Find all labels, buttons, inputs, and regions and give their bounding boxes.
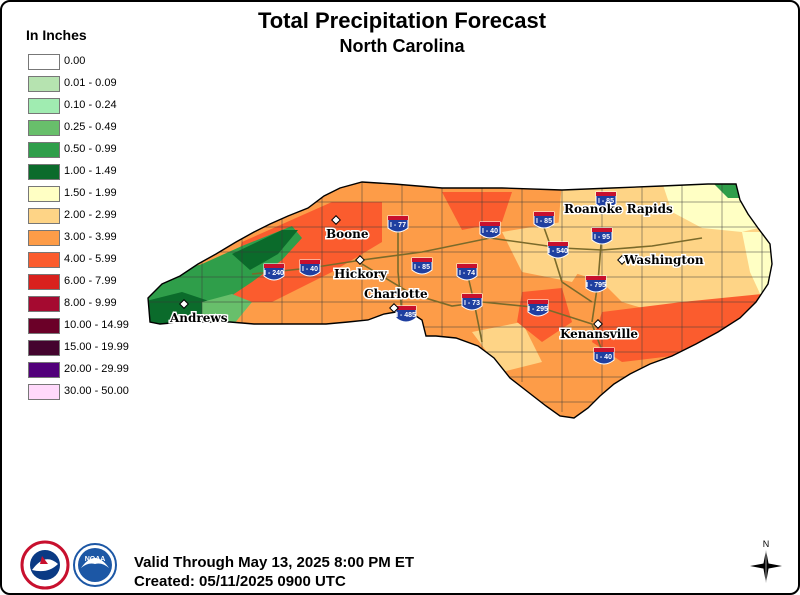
- interstate-shields: I - 77 I - 85 I - 40 I - 85 I - 540 I - 95 I -…: [263, 191, 617, 365]
- interstate-shield: I - 40: [299, 259, 321, 277]
- interstate-label: I - 77: [390, 222, 406, 229]
- legend-swatch: [28, 296, 60, 312]
- interstate-label: I - 74: [459, 270, 475, 277]
- legend-label: 1.50 - 1.99: [64, 187, 117, 199]
- legend-swatch: [28, 384, 60, 400]
- legend-label: 0.01 - 0.09: [64, 77, 117, 89]
- interstate-shield: I - 95: [591, 227, 613, 245]
- compass-north-label: N: [763, 539, 770, 549]
- legend-swatch: [28, 76, 60, 92]
- interstate-shield: I - 795: [585, 275, 607, 293]
- interstate-label: I - 40: [302, 266, 318, 273]
- city-marker: [331, 215, 341, 225]
- legend-swatch: [28, 318, 60, 334]
- legend-swatch: [28, 230, 60, 246]
- legend-label: 10.00 - 14.99: [64, 319, 129, 331]
- interstate-label: I - 85: [414, 264, 430, 271]
- legend-swatch: [28, 252, 60, 268]
- legend-swatch: [28, 164, 60, 180]
- legend-label: 0.50 - 0.99: [64, 143, 117, 155]
- interstate-label: I - 40: [482, 228, 498, 235]
- interstate-label: I - 85: [536, 218, 552, 225]
- valid-through-text: Valid Through May 13, 2025 8:00 PM ET: [134, 554, 415, 571]
- interstate-shield: I - 85: [411, 257, 433, 275]
- noaa-logo: NOAA: [73, 543, 117, 587]
- legend-label: 6.00 - 7.99: [64, 275, 117, 287]
- noaa-logo-text: NOAA: [85, 556, 106, 563]
- city-marker: [389, 303, 399, 313]
- city-label: Washington: [623, 253, 704, 267]
- legend-label: 3.00 - 3.99: [64, 231, 117, 243]
- city-marker: [597, 205, 607, 215]
- legend-swatch: [28, 362, 60, 378]
- created-timestamp: Created: 05/11/2025 0900 UTC: [134, 573, 346, 590]
- interstate-shield: I - 240: [263, 263, 285, 281]
- city-label: Andrews: [169, 311, 228, 325]
- legend-swatch: [28, 340, 60, 356]
- interstate-label: I - 95: [594, 234, 610, 241]
- legend-label: 1.00 - 1.49: [64, 165, 117, 177]
- legend-label: 8.00 - 9.99: [64, 297, 117, 309]
- city-label: Hickory: [334, 267, 388, 281]
- legend-title: In Inches: [26, 27, 87, 43]
- legend-swatch: [28, 142, 60, 158]
- interstate-shield: I - 295: [527, 299, 549, 317]
- interstate-shield: I - 85: [533, 211, 555, 229]
- legend-swatch: [28, 208, 60, 224]
- legend-label: 0.10 - 0.24: [64, 99, 117, 111]
- city-markers: Boone Roanoke Rapids Washington Hickory Char…: [168, 201, 706, 343]
- city-label: Kenansville: [560, 327, 638, 341]
- legend-label: 4.00 - 5.99: [64, 253, 117, 265]
- interstate-label: I - 540: [548, 248, 568, 255]
- legend-label: 20.00 - 29.99: [64, 363, 129, 375]
- legend-swatch: [28, 54, 60, 70]
- city-label: Charlotte: [364, 287, 428, 301]
- interstate-label: I - 295: [528, 306, 548, 313]
- legend-swatch: [28, 186, 60, 202]
- interstate-label: I - 795: [586, 282, 606, 289]
- legend-label: 15.00 - 19.99: [64, 341, 129, 353]
- interstate-shield: I - 74: [456, 263, 478, 281]
- legend-label: 0.00: [64, 55, 86, 67]
- legend-label: 2.00 - 2.99: [64, 209, 117, 221]
- legend-label: 0.25 - 0.49: [64, 121, 117, 133]
- interstate-label: I - 85: [598, 198, 614, 205]
- interstate-shield: I - 40: [593, 347, 615, 365]
- interstate-label: I - 73: [464, 300, 480, 307]
- city-label: Roanoke Rapids: [564, 202, 673, 216]
- interstate-shield: I - 40: [479, 221, 501, 239]
- interstate-label: I - 40: [596, 354, 612, 361]
- compass-rose: N: [750, 539, 782, 583]
- interstate-shield: I - 485: [395, 305, 417, 323]
- interstate-shield: I - 540: [547, 241, 569, 259]
- city-marker: [617, 255, 627, 265]
- interstate-label: I - 240: [264, 270, 284, 277]
- legend-label: 30.00 - 50.00: [64, 385, 129, 397]
- city-marker: [593, 319, 603, 329]
- city-label: Boone: [326, 227, 369, 241]
- nws-logo: [20, 540, 70, 590]
- city-marker: [179, 299, 189, 309]
- legend-swatch: [28, 274, 60, 290]
- interstate-shield: I - 85: [595, 191, 617, 209]
- city-marker: [355, 255, 365, 265]
- map-subtitle: North Carolina: [339, 36, 465, 56]
- interstate-shield: I - 77: [387, 215, 409, 233]
- legend-swatch: [28, 120, 60, 136]
- interstate-shield: I - 73: [461, 293, 483, 311]
- legend-swatch: [28, 98, 60, 114]
- map-title: Total Precipitation Forecast: [257, 8, 547, 33]
- interstate-label: I - 485: [396, 312, 416, 319]
